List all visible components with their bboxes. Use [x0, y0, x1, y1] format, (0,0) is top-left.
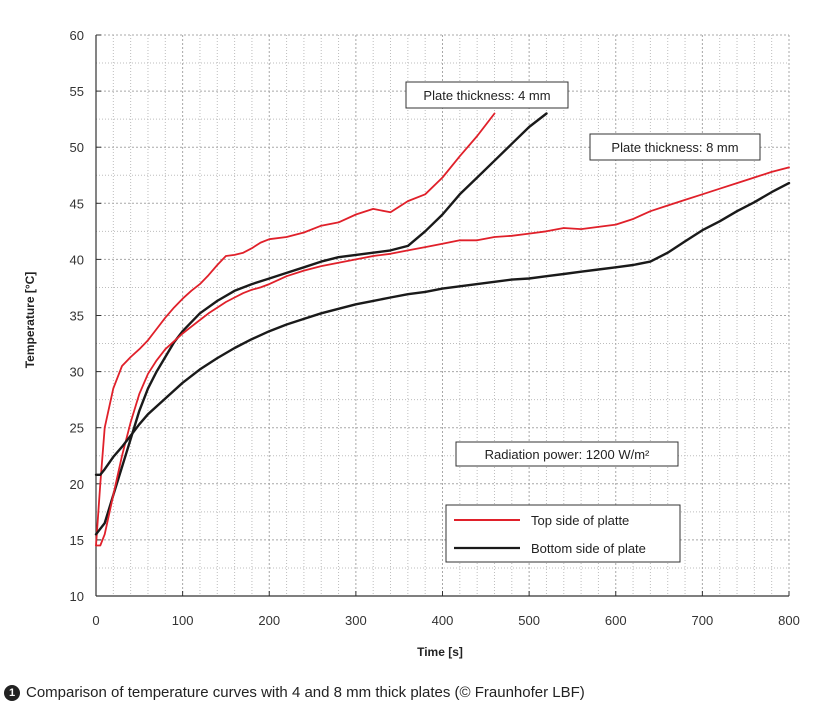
- series-line-bottom-8mm: [94, 181, 791, 476]
- legend-label-top: Top side of platte: [531, 513, 629, 528]
- y-tick-label: 55: [70, 84, 84, 99]
- figure-caption: 1 Comparison of temperature curves with …: [4, 684, 585, 701]
- minor-grid: [96, 35, 789, 596]
- y-tick-label: 10: [70, 589, 84, 604]
- y-tick-label: 60: [70, 28, 84, 43]
- y-tick-label: 20: [70, 477, 84, 492]
- annotation-4mm: Plate thickness: 4 mm: [405, 81, 569, 109]
- caption-number-badge: 1: [4, 684, 20, 701]
- x-tick-label: 300: [345, 613, 367, 628]
- y-axis-label: Temperature [°C]: [23, 272, 37, 369]
- caption-text: Comparison of temperature curves with 4 …: [26, 684, 585, 701]
- x-tick-label: 100: [172, 613, 194, 628]
- y-tick-label: 15: [70, 533, 84, 548]
- temperature-chart: 0 100 200 300 400 500 600 700 800 10 15 20 25 30 35 40 4…: [23, 28, 800, 659]
- series-line-top-4mm: [95, 112, 496, 547]
- x-tick-label: 600: [605, 613, 627, 628]
- annotation-radiation: Radiation power: 1200 W/m²: [455, 441, 679, 467]
- y-tick-label: 50: [70, 140, 84, 155]
- annotation-radiation-label: Radiation power: 1200 W/m²: [485, 447, 650, 462]
- x-tick-label: 800: [778, 613, 800, 628]
- tick-labels: 0 100 200 300 400 500 600 700 800 10 15 20 25 30 35 40 4…: [70, 28, 800, 628]
- series-line-bottom-4mm: [94, 112, 548, 536]
- y-tick-label: 30: [70, 365, 84, 380]
- x-tick-label: 200: [258, 613, 280, 628]
- series-lines: [94, 112, 791, 547]
- x-tick-label: 500: [518, 613, 540, 628]
- y-tick-label: 40: [70, 252, 84, 267]
- annotation-8mm: Plate thickness: 8 mm: [589, 133, 761, 161]
- x-tick-label: 0: [92, 613, 99, 628]
- x-axis-label: Time [s]: [417, 645, 463, 659]
- y-tick-label: 25: [70, 421, 84, 436]
- x-tick-label: 400: [432, 613, 454, 628]
- series-line-top-8mm: [95, 166, 790, 547]
- legend-label-bottom: Bottom side of plate: [531, 541, 646, 556]
- y-tick-label: 35: [70, 309, 84, 324]
- y-tick-label: 45: [70, 196, 84, 211]
- annotation-4mm-label: Plate thickness: 4 mm: [423, 88, 550, 103]
- axes: [95, 34, 790, 597]
- legend: Top side of platte Bottom side of plate: [445, 504, 681, 563]
- x-tick-label: 700: [692, 613, 714, 628]
- annotation-8mm-label: Plate thickness: 8 mm: [611, 140, 738, 155]
